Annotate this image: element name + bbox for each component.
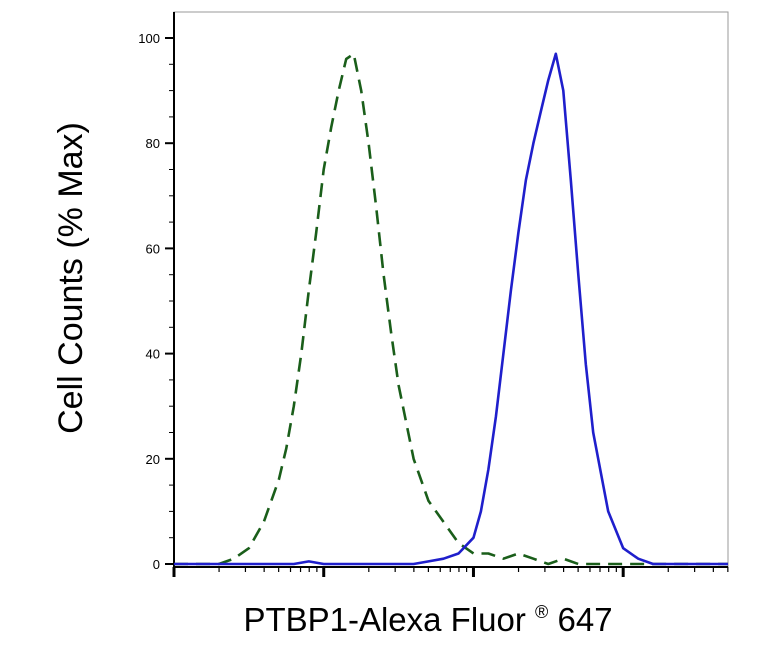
plot-area: [173, 11, 729, 568]
y-tick-label: 60: [146, 241, 160, 256]
x-axis-title-suffix: 647: [557, 601, 612, 638]
y-tick-label: 20: [146, 452, 160, 467]
y-tick-label: 80: [146, 136, 160, 151]
x-axis: [172, 566, 729, 577]
x-axis-title-main: PTBP1-Alexa Fluor: [243, 601, 525, 638]
y-axis-title: Cell Counts (% Max): [52, 122, 90, 434]
y-tick-label: 100: [138, 31, 160, 46]
x-axis-title-registered-mark: ®: [535, 602, 548, 622]
x-axis-title: PTBP1-Alexa Fluor ® 647: [243, 588, 612, 638]
y-tick-label: 0: [153, 557, 160, 572]
isotype-control-curve: [174, 52, 728, 566]
y-tick-label: 40: [146, 347, 160, 362]
sample-curve: [174, 52, 728, 566]
series-layer: [174, 52, 728, 566]
plot-frame: [173, 11, 729, 568]
y-axis: 0 20 40 60 80 100: [138, 12, 175, 572]
